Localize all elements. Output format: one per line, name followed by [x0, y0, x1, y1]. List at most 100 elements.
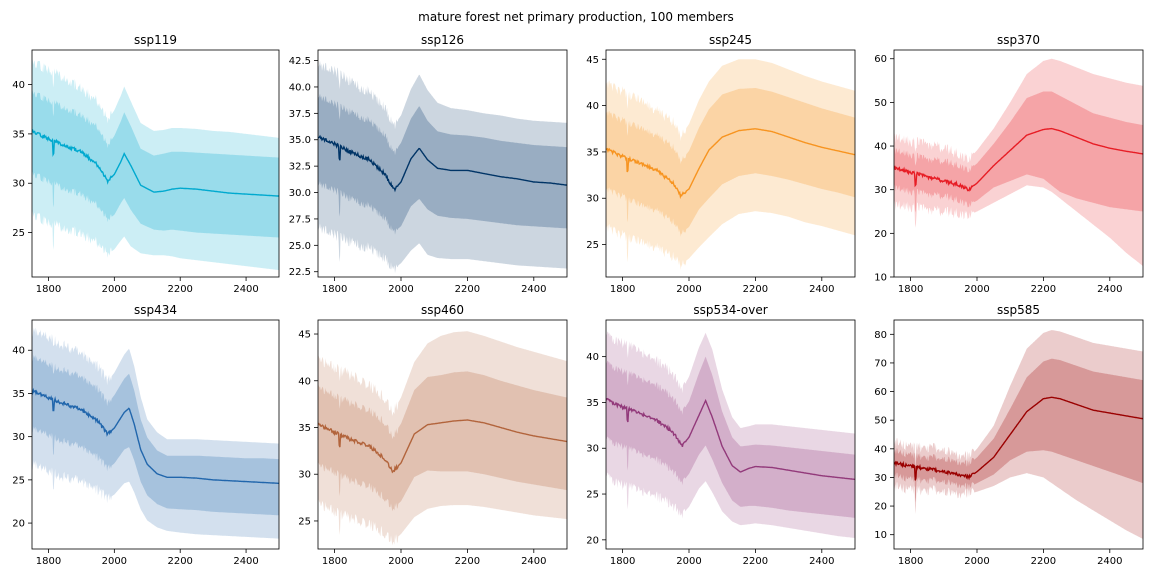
median-line: [32, 128, 279, 197]
y-tick-label: 25: [12, 228, 25, 239]
axes-frame: [31, 49, 280, 278]
panel-title: ssp370: [997, 33, 1040, 47]
x-tick-label: 2000: [102, 556, 127, 567]
y-tick-label: 40: [874, 444, 887, 455]
y-tick-label: 30: [586, 194, 599, 205]
x-tick-label: 2400: [809, 556, 834, 567]
axes-frame: [893, 49, 1144, 278]
panel-title: ssp534-over: [693, 303, 767, 317]
y-tick-label: 30: [12, 432, 25, 443]
x-tick-label: 2200: [743, 284, 768, 295]
chart-panel: ssp434 1800 2000 2200 2400 20 25 30 35 40: [12, 303, 280, 567]
x-tick-label: 1800: [36, 556, 61, 567]
y-tick-label: 10: [874, 530, 887, 541]
x-tick-label: 2000: [388, 284, 413, 295]
band-17-83: [32, 354, 279, 516]
y-tick-label: 45: [298, 330, 311, 341]
x-tick-label: 1800: [36, 284, 61, 295]
chart-panel: ssp534-over 1800 2000 2200 2400 20 25 30 35 40: [586, 303, 856, 567]
median-line: [318, 134, 567, 193]
x-tick-label: 1800: [610, 556, 635, 567]
panel-title: ssp460: [421, 303, 464, 317]
x-tick-label: 2000: [102, 284, 127, 295]
axes-frame: [605, 319, 856, 550]
y-tick-label: 35: [586, 147, 599, 158]
band-5-95: [894, 330, 1143, 539]
y-tick-label: 30: [874, 185, 887, 196]
y-tick-label: 80: [874, 330, 887, 341]
y-tick-label: 20: [586, 535, 599, 546]
y-tick-label: 40: [12, 80, 25, 91]
x-tick-label: 2400: [809, 284, 834, 295]
y-tick-label: 25: [298, 516, 311, 527]
panel-title: ssp245: [709, 33, 752, 47]
y-tick-label: 50: [874, 416, 887, 427]
y-tick-label: 30: [586, 444, 599, 455]
x-tick-label: 2400: [1097, 556, 1122, 567]
band-5-95: [32, 59, 279, 271]
axes-frame: [893, 319, 1144, 550]
axes-frame: [31, 319, 280, 550]
chart-panel: ssp119 1800 2000 2200 2400 25 30 35 40: [12, 33, 280, 295]
panel-title: ssp434: [134, 303, 177, 317]
chart-panel: ssp126 1800 2000 2200 2400 22.5 25.0 27.5 30.0 32…: [289, 33, 568, 295]
y-tick-label: 40: [298, 376, 311, 387]
y-tick-label: 25: [586, 490, 599, 501]
y-tick-label: 30.0: [289, 188, 311, 199]
x-tick-label: 2000: [964, 556, 989, 567]
y-tick-label: 35.0: [289, 135, 311, 146]
y-tick-label: 25: [12, 475, 25, 486]
x-tick-label: 2400: [233, 284, 258, 295]
y-tick-label: 35: [12, 129, 25, 140]
median-line: [32, 387, 279, 484]
y-tick-label: 35: [298, 423, 311, 434]
x-tick-label: 1800: [322, 284, 347, 295]
x-tick-label: 2200: [167, 556, 192, 567]
x-tick-label: 2000: [676, 284, 701, 295]
axes-frame: [317, 49, 568, 278]
x-tick-label: 2000: [676, 556, 701, 567]
y-tick-label: 40.0: [289, 82, 311, 93]
x-tick-label: 2000: [964, 284, 989, 295]
band-17-83: [606, 88, 855, 237]
median-line: [894, 127, 1143, 192]
x-tick-label: 2200: [1031, 284, 1056, 295]
band-17-83: [318, 371, 567, 512]
y-tick-label: 45: [586, 55, 599, 66]
y-tick-label: 60: [874, 54, 887, 65]
x-tick-label: 1800: [898, 556, 923, 567]
y-tick-label: 40: [586, 352, 599, 363]
y-tick-label: 40: [12, 346, 25, 357]
chart-panel: ssp460 1800 2000 2200 2400 25 30 35 40 45: [298, 303, 568, 567]
x-tick-label: 1800: [898, 284, 923, 295]
y-tick-label: 42.5: [289, 56, 311, 67]
x-tick-label: 2200: [167, 284, 192, 295]
y-tick-label: 20: [874, 229, 887, 240]
panel-title: ssp126: [421, 33, 464, 47]
y-tick-label: 25: [586, 240, 599, 251]
y-tick-label: 40: [874, 142, 887, 153]
panel-title: ssp585: [997, 303, 1040, 317]
band-5-95: [318, 60, 567, 274]
y-tick-label: 30: [874, 473, 887, 484]
band-5-95: [318, 331, 567, 546]
band-17-83: [32, 90, 279, 238]
x-tick-label: 2400: [521, 556, 546, 567]
median-line: [318, 419, 567, 474]
chart-panel: ssp585 1800 2000 2200 2400 10 20 30 40 50 60 70 80: [874, 303, 1144, 567]
y-tick-label: 70: [874, 358, 887, 369]
y-tick-label: 20: [874, 502, 887, 513]
y-tick-label: 40: [586, 101, 599, 112]
chart-panel: ssp370 1800 2000 2200 2400 10 20 30 40 50 60: [874, 33, 1144, 295]
x-tick-label: 2200: [1031, 556, 1056, 567]
chart-panel: ssp245 1800 2000 2200 2400 25 30 35 40 45: [586, 33, 856, 295]
x-tick-label: 2400: [1097, 284, 1122, 295]
y-tick-label: 20: [12, 519, 25, 530]
panel-title: ssp119: [134, 33, 177, 47]
y-tick-label: 32.5: [289, 162, 311, 173]
x-tick-label: 2000: [388, 556, 413, 567]
y-tick-label: 50: [874, 98, 887, 109]
y-tick-label: 10: [874, 273, 887, 284]
figure-title: mature forest net primary production, 10…: [418, 10, 734, 24]
x-tick-label: 1800: [322, 556, 347, 567]
